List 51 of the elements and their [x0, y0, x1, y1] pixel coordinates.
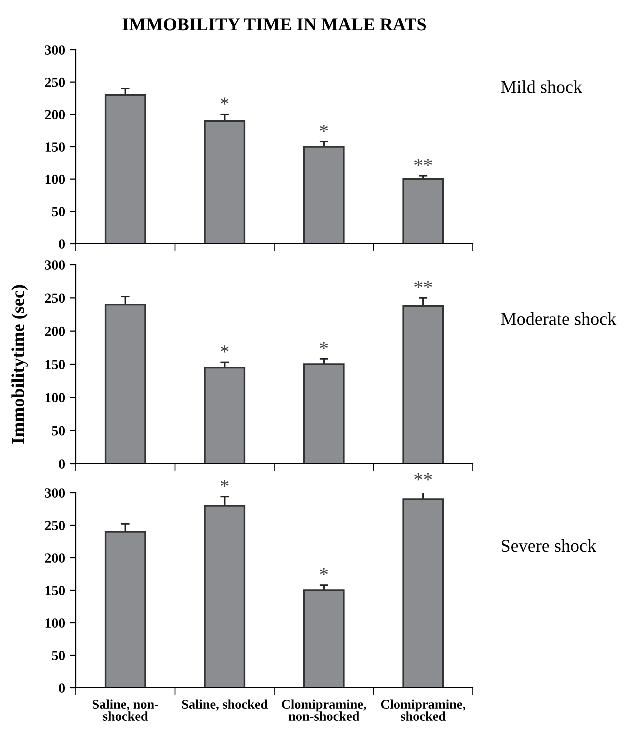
- y-tick-label: 0: [59, 684, 66, 693]
- annotation: *: [320, 124, 328, 132]
- y-tick-label: 150: [46, 586, 66, 596]
- y-tick-label: 150: [46, 142, 66, 152]
- bar: [204, 120, 246, 244]
- y-tick-label: 200: [45, 554, 66, 563]
- text: Severe shock: [502, 539, 597, 552]
- y-tick-label: 0: [59, 460, 66, 469]
- y-axis-title: Immobilitytime (sec): [12, 285, 28, 444]
- y-tick-label: 300: [45, 488, 66, 498]
- y-tick-label: 250: [45, 78, 66, 88]
- y-tick-label: 100: [46, 174, 66, 184]
- bar: [402, 305, 444, 464]
- annotation: *: [320, 342, 328, 350]
- x-tick-label: Saline, non-shocked: [92, 700, 159, 721]
- y-tick-label: 300: [45, 260, 66, 270]
- y-tick-label: 250: [45, 521, 66, 530]
- y-tick-label: 100: [46, 618, 66, 628]
- annotation: **: [414, 474, 432, 481]
- y-tick-label: 50: [52, 426, 66, 436]
- bar: [204, 505, 246, 688]
- chart-title: IMMOBILITY TIME IN MALE RATS: [122, 18, 426, 31]
- bar: [303, 590, 345, 688]
- y-tick-label: 200: [45, 110, 66, 120]
- bar: [303, 146, 345, 244]
- x-tick-label: Clomipramine, non-shocked: [282, 700, 366, 721]
- annotation: *: [220, 480, 229, 488]
- text: Mild shock: [501, 80, 583, 94]
- annotation: *: [320, 568, 328, 576]
- bar: [402, 178, 444, 244]
- bar: [204, 366, 246, 464]
- bar: [104, 531, 146, 688]
- y-tick-label: 250: [45, 294, 66, 304]
- annotation: **: [414, 159, 432, 166]
- y-tick-label: 200: [45, 326, 66, 336]
- bar: [104, 304, 146, 464]
- bar: [303, 364, 345, 464]
- y-tick-label: 50: [52, 207, 66, 217]
- y-tick-label: 100: [46, 393, 66, 403]
- bar: [104, 94, 146, 244]
- annotation: *: [220, 98, 229, 105]
- y-tick-label: 0: [59, 240, 66, 249]
- y-tick-label: 150: [46, 360, 66, 370]
- x-tick-label: Clomipramine, shocked: [381, 700, 466, 721]
- y-tick-label: 50: [52, 651, 66, 660]
- annotation: *: [220, 346, 229, 353]
- text: Moderate shock: [501, 312, 617, 326]
- y-tick-label: 300: [45, 46, 66, 55]
- x-tick-label: Saline, shocked: [182, 700, 268, 711]
- bar: [402, 498, 444, 688]
- annotation: **: [414, 281, 432, 288]
